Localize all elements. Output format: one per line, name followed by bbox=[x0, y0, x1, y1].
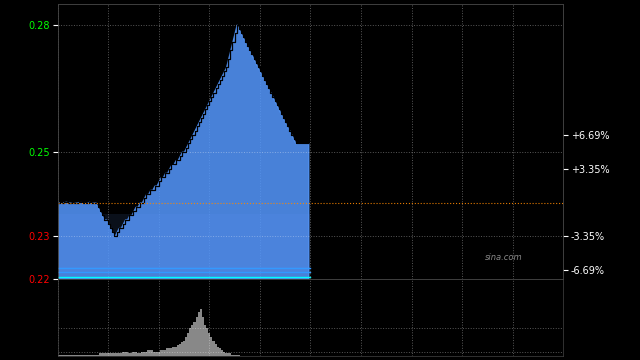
Bar bbox=[236, 355, 237, 356]
Bar bbox=[204, 325, 206, 356]
Bar bbox=[109, 353, 111, 356]
Bar bbox=[168, 348, 170, 356]
Bar bbox=[111, 353, 113, 356]
Bar bbox=[145, 352, 147, 356]
Bar bbox=[76, 355, 77, 356]
Bar bbox=[74, 355, 76, 356]
Bar bbox=[185, 337, 187, 356]
Bar bbox=[143, 352, 145, 356]
Bar bbox=[69, 355, 71, 356]
Bar bbox=[206, 328, 208, 356]
Bar bbox=[107, 353, 109, 356]
Bar bbox=[97, 355, 99, 356]
Bar bbox=[147, 350, 149, 356]
Bar bbox=[156, 352, 157, 356]
Bar bbox=[95, 355, 97, 356]
Bar bbox=[164, 350, 166, 356]
Bar bbox=[202, 317, 204, 356]
Bar bbox=[99, 353, 100, 356]
Bar bbox=[136, 353, 139, 356]
Bar bbox=[118, 353, 120, 356]
Bar bbox=[139, 353, 141, 356]
Bar bbox=[181, 342, 183, 356]
Bar bbox=[61, 355, 63, 356]
Bar bbox=[86, 355, 88, 356]
Bar bbox=[162, 350, 164, 356]
Bar bbox=[225, 353, 227, 356]
Bar bbox=[200, 309, 202, 356]
Bar bbox=[160, 350, 162, 356]
Bar bbox=[223, 352, 225, 356]
Bar bbox=[131, 353, 132, 356]
Bar bbox=[237, 355, 240, 356]
Bar bbox=[175, 347, 177, 356]
Bar bbox=[92, 355, 95, 356]
Bar bbox=[88, 355, 90, 356]
Bar bbox=[105, 353, 107, 356]
Bar bbox=[157, 352, 160, 356]
Bar bbox=[132, 352, 134, 356]
Bar bbox=[196, 317, 198, 356]
Bar bbox=[113, 353, 116, 356]
Bar bbox=[59, 355, 61, 356]
Bar bbox=[154, 352, 156, 356]
Bar bbox=[232, 355, 234, 356]
Bar bbox=[172, 347, 175, 356]
Bar bbox=[191, 325, 193, 356]
Bar bbox=[217, 347, 219, 356]
Bar bbox=[198, 312, 200, 356]
Bar bbox=[219, 348, 221, 356]
Bar bbox=[183, 341, 185, 356]
Bar bbox=[56, 355, 59, 356]
Bar bbox=[193, 321, 196, 356]
Bar bbox=[227, 353, 229, 356]
Bar bbox=[149, 350, 151, 356]
Bar bbox=[151, 350, 154, 356]
Bar bbox=[141, 352, 143, 356]
Bar bbox=[234, 355, 236, 356]
Bar bbox=[179, 344, 181, 356]
Text: sina.com: sina.com bbox=[485, 253, 522, 262]
Bar bbox=[166, 348, 168, 356]
Bar bbox=[214, 344, 217, 356]
Bar bbox=[208, 333, 211, 356]
Bar bbox=[221, 350, 223, 356]
Bar bbox=[229, 353, 232, 356]
Bar bbox=[212, 341, 214, 356]
Bar bbox=[189, 328, 191, 356]
Bar bbox=[77, 355, 80, 356]
Bar bbox=[126, 352, 128, 356]
Bar bbox=[120, 353, 122, 356]
Bar bbox=[82, 355, 84, 356]
Bar bbox=[71, 355, 74, 356]
Bar bbox=[103, 353, 105, 356]
Bar bbox=[63, 355, 65, 356]
Bar bbox=[65, 355, 67, 356]
Bar bbox=[90, 355, 92, 356]
Bar bbox=[84, 355, 86, 356]
Bar bbox=[187, 333, 189, 356]
Bar bbox=[124, 352, 126, 356]
Bar bbox=[80, 355, 82, 356]
Bar bbox=[116, 353, 118, 356]
Bar bbox=[134, 352, 136, 356]
Bar bbox=[67, 355, 69, 356]
Bar bbox=[122, 352, 124, 356]
Bar bbox=[128, 353, 131, 356]
Bar bbox=[170, 348, 172, 356]
Bar bbox=[177, 345, 179, 356]
Bar bbox=[211, 337, 212, 356]
Bar bbox=[100, 353, 103, 356]
